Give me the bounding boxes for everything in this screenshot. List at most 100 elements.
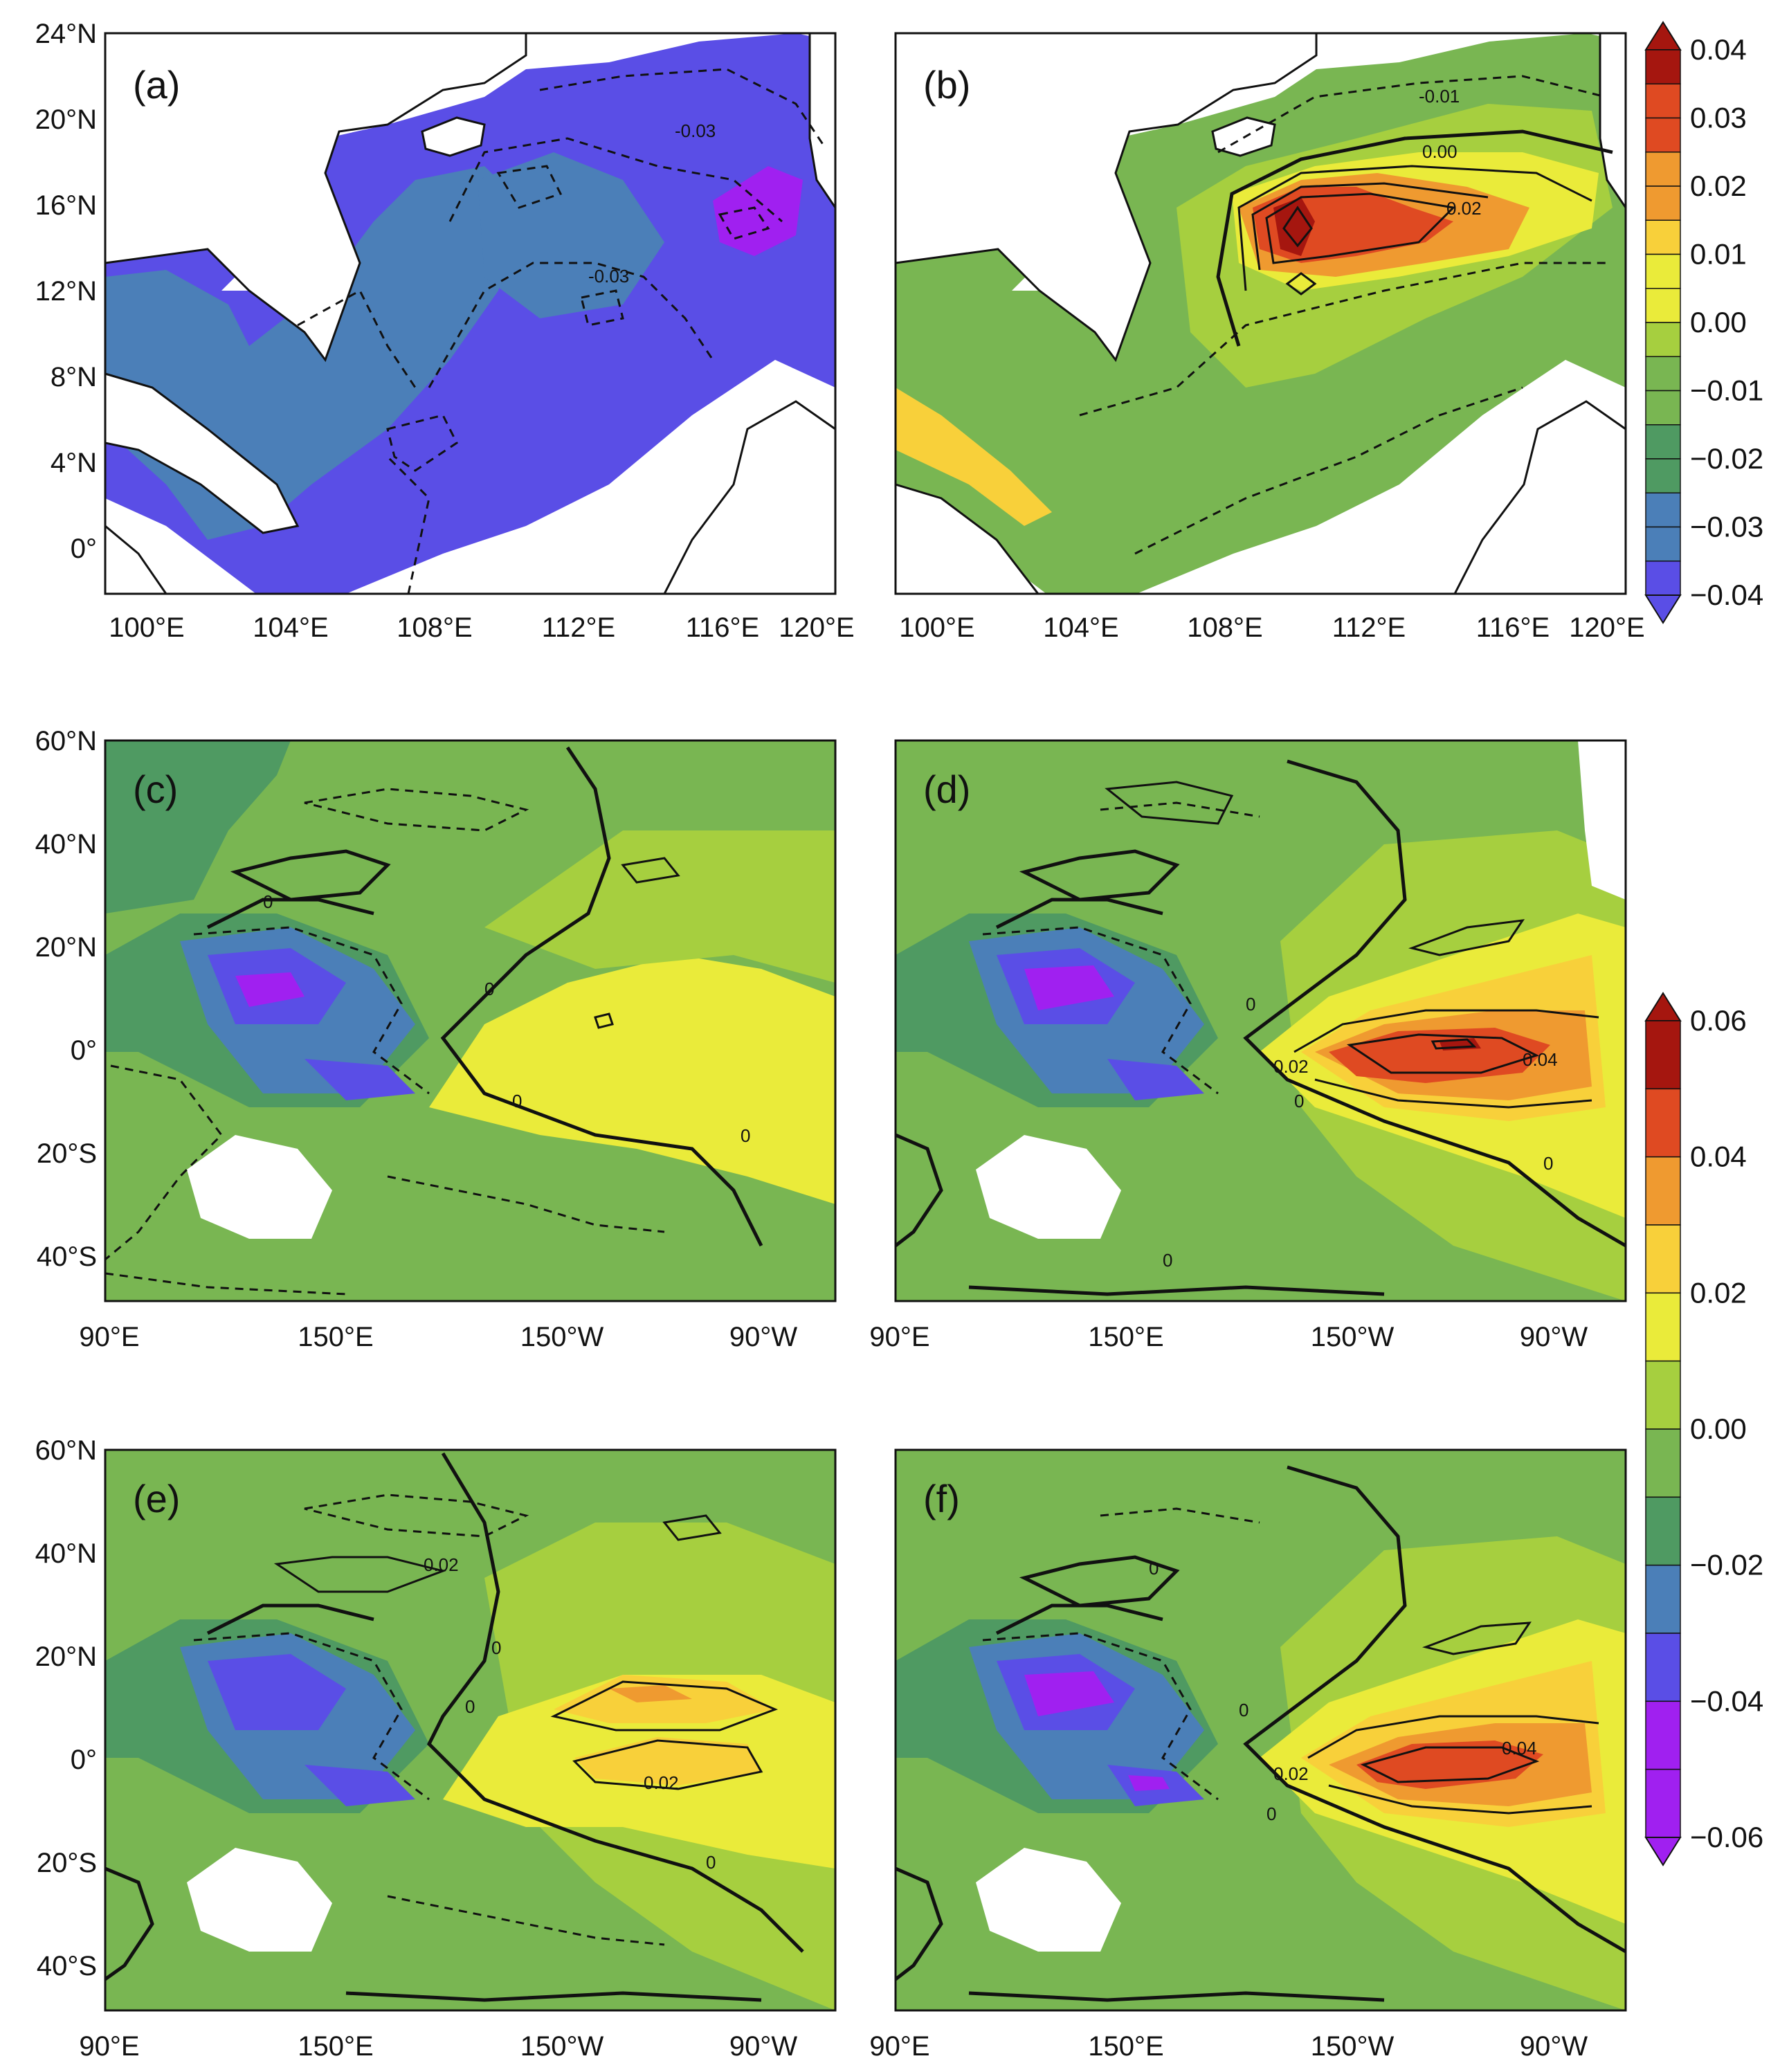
land-hainan bbox=[421, 116, 486, 157]
lon-tick: 112°E bbox=[542, 612, 615, 643]
colorbar-swatch bbox=[1645, 1428, 1681, 1498]
blue-south bbox=[305, 1059, 415, 1100]
contour-label: 0 bbox=[1543, 1153, 1553, 1174]
contour-label: 0.02 bbox=[424, 1554, 459, 1575]
contour-label: 0 bbox=[1266, 1803, 1276, 1824]
colorbar-tick-label: 0.06 bbox=[1690, 1004, 1747, 1037]
contour-label: 0.02 bbox=[1273, 1763, 1309, 1784]
colorbar-tick-label: 0.00 bbox=[1690, 1412, 1747, 1445]
colorbar-arrow-top bbox=[1644, 992, 1682, 1021]
lon-tick: 120°E bbox=[1569, 612, 1644, 643]
panel-b: -0.01 0.00 0.02 (b) bbox=[896, 33, 1626, 594]
lat-tick: 60°N bbox=[35, 726, 97, 756]
axis-labels-f: 90°E 150°E 150°W 90°W bbox=[869, 2031, 1588, 2062]
lat-tick: 40°S bbox=[37, 1951, 97, 1981]
colorbar-swatch bbox=[1645, 1224, 1681, 1294]
colorbar-swatch bbox=[1645, 526, 1681, 562]
contours bbox=[896, 759, 1626, 1296]
colorbar-tick-label: 0.01 bbox=[1690, 238, 1747, 271]
lon-tick: 150°W bbox=[1311, 1322, 1395, 1352]
purple-warmpool bbox=[235, 972, 305, 1007]
contour-label: 0.04 bbox=[1502, 1738, 1537, 1759]
contours-thin bbox=[550, 1514, 779, 1790]
contour-label: 0 bbox=[1294, 1091, 1304, 1111]
blue-warmpool bbox=[208, 1654, 346, 1730]
panel-label-a: (a) bbox=[133, 63, 180, 107]
colorbar-swatch bbox=[1645, 1156, 1681, 1226]
land-australia bbox=[976, 1135, 1121, 1239]
colorbar-swatch bbox=[1645, 322, 1681, 357]
colorbar-swatch bbox=[1645, 1700, 1681, 1770]
colorbar-tick-label: −0.06 bbox=[1690, 1821, 1763, 1853]
purple-warmpool bbox=[1024, 965, 1114, 1010]
colorbar-bottom: 0.06 0.04 0.02 0.00 −0.02 −0.04 −0.06 bbox=[1644, 992, 1763, 1866]
lon-tick: 150°E bbox=[298, 1322, 373, 1352]
land-asia bbox=[105, 740, 291, 914]
colorbar-swatch bbox=[1645, 1360, 1681, 1430]
land-philippines bbox=[1599, 33, 1626, 210]
land-australia bbox=[187, 1135, 332, 1239]
colorbar-swatch bbox=[1645, 1088, 1681, 1158]
lon-tick: 90°W bbox=[729, 2031, 797, 2062]
lat-tick: 40°S bbox=[37, 1242, 97, 1272]
colorbar-tick-label: −0.01 bbox=[1690, 374, 1763, 407]
contours bbox=[1079, 75, 1613, 555]
contour-label: -0.01 bbox=[1419, 86, 1460, 107]
land-malay bbox=[896, 483, 1039, 594]
contour-label: 0.02 bbox=[1273, 1056, 1309, 1077]
purple-warmpool bbox=[1024, 1671, 1114, 1716]
lat-tick: 40°N bbox=[35, 829, 97, 860]
contour-label: 0 bbox=[741, 1125, 750, 1146]
colorbar-tick-label: −0.02 bbox=[1690, 1549, 1763, 1581]
panel-c-frame bbox=[104, 739, 837, 1302]
land-indochina bbox=[105, 33, 527, 363]
contour-label: 0 bbox=[465, 1696, 475, 1717]
panel-a-frame bbox=[104, 32, 837, 595]
lon-tick: 150°W bbox=[1311, 2031, 1395, 2062]
panel-d-frame bbox=[894, 739, 1627, 1302]
colorbar-tick-label: −0.03 bbox=[1690, 511, 1763, 543]
lon-tick: 104°E bbox=[253, 612, 328, 643]
axis-labels-e: 60°N 40°N 20°N 0° 20°S 40°S 90°E 150°E 1… bbox=[35, 1435, 798, 2062]
lon-tick: 104°E bbox=[1043, 612, 1118, 643]
contours-thin bbox=[1293, 919, 1599, 1109]
colorbar-tick-label: −0.04 bbox=[1690, 579, 1763, 611]
contours-dashed bbox=[982, 801, 1260, 1095]
colorbar-swatch bbox=[1645, 1633, 1681, 1702]
colorbar-swatch bbox=[1645, 1564, 1681, 1634]
colorbar-swatch bbox=[1645, 152, 1681, 187]
colorbar-swatch bbox=[1645, 561, 1681, 596]
colorbar-swatch bbox=[1645, 1292, 1681, 1362]
contour-label: 0.04 bbox=[1523, 1049, 1558, 1070]
lat-tick: 16°N bbox=[35, 190, 97, 221]
lat-tick: 8°N bbox=[51, 362, 97, 392]
contours-thin bbox=[1307, 1621, 1599, 1815]
lon-tick: 150°E bbox=[1088, 2031, 1163, 2062]
panel-label-d: (d) bbox=[923, 767, 970, 811]
lon-tick: 116°E bbox=[1476, 612, 1550, 643]
lon-tick: 90°W bbox=[1520, 2031, 1588, 2062]
contour-label: 0 bbox=[263, 891, 273, 912]
lon-tick: 150°E bbox=[298, 2031, 373, 2062]
lon-tick: 150°E bbox=[1088, 1322, 1163, 1352]
contours bbox=[105, 1452, 804, 2002]
land-sumatra bbox=[105, 525, 167, 594]
colorbar-swatch bbox=[1645, 1496, 1681, 1566]
colorbar-swatch bbox=[1645, 253, 1681, 289]
colorbar-tick-label: −0.02 bbox=[1690, 442, 1763, 475]
panel-e-frame bbox=[104, 1448, 837, 2012]
colorbar-arrow-bottom bbox=[1644, 594, 1682, 624]
lat-tick: 0° bbox=[71, 1035, 97, 1066]
ltgreen-east bbox=[484, 830, 835, 983]
colorbar-swatch bbox=[1645, 219, 1681, 255]
contours bbox=[297, 68, 825, 594]
panel-b-frame bbox=[894, 32, 1627, 595]
panel-label-c: (c) bbox=[133, 767, 178, 811]
lat-tick: 12°N bbox=[35, 276, 97, 307]
colorbar-tick-label: 0.02 bbox=[1690, 1276, 1747, 1309]
lat-tick: 0° bbox=[71, 1745, 97, 1775]
colorbar-swatch bbox=[1645, 492, 1681, 528]
colorbar-swatch bbox=[1645, 424, 1681, 460]
colorbar-swatch bbox=[1645, 117, 1681, 153]
